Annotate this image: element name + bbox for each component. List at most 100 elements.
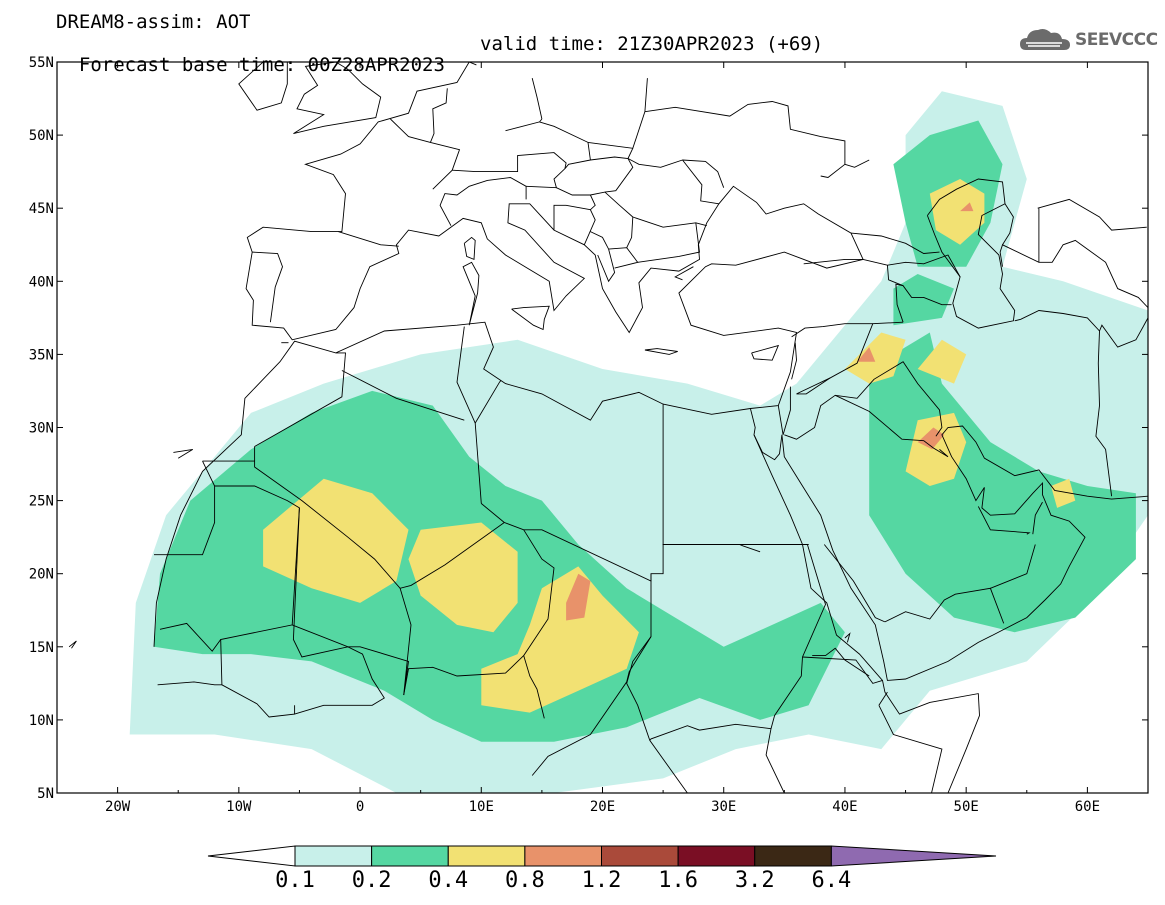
country-border: [159, 622, 222, 652]
lon-tick-label: 30E: [711, 799, 736, 815]
country-border: [338, 231, 399, 247]
base-time-label: Forecast base time: 00Z28APR2023: [78, 54, 445, 76]
country-border: [587, 78, 648, 149]
lat-tick-label: 55N: [29, 55, 54, 71]
coastline: [749, 408, 980, 793]
country-border: [844, 159, 870, 168]
country-border: [252, 251, 283, 323]
country-border: [990, 544, 1036, 589]
country-border: [878, 691, 888, 706]
country-border: [553, 204, 591, 231]
country-border: [637, 222, 700, 263]
coastline: [1002, 203, 1014, 246]
country-border: [777, 386, 791, 435]
country-border: [523, 529, 555, 719]
colorbar-level-label: 0.8: [505, 868, 545, 893]
country-border: [878, 705, 943, 793]
country-border: [999, 239, 1148, 308]
lat-tick-label: 45N: [29, 201, 54, 217]
aot-0.4-region: [408, 522, 518, 633]
country-border: [812, 647, 870, 677]
country-border: [1032, 501, 1043, 535]
country-border: [390, 118, 461, 190]
country-border: [531, 77, 543, 120]
colorbar-segment: [524, 845, 602, 867]
logo-text: SEEVCCC: [1075, 30, 1158, 50]
country-border: [796, 377, 831, 395]
aot-0.8-region: [960, 202, 974, 212]
country-border: [627, 158, 719, 205]
seevccc-logo: SEEVCCC: [1018, 24, 1158, 56]
country-border: [796, 321, 904, 395]
country-border: [662, 404, 809, 545]
colorbar: [207, 845, 997, 867]
colorbar-segment: [371, 845, 449, 867]
colorbar-level-label: 1.2: [581, 868, 622, 893]
coastline: [781, 425, 1148, 681]
lon-tick-label: 10W: [226, 799, 252, 815]
coastline: [173, 448, 194, 459]
country-borders: [68, 62, 1148, 793]
country-border: [649, 723, 772, 741]
country-border: [886, 265, 904, 287]
country-border: [739, 544, 761, 553]
lon-tick-label: 0: [356, 799, 364, 815]
country-border: [341, 370, 465, 421]
coastline: [844, 632, 851, 643]
country-border: [784, 361, 943, 440]
coastline: [68, 640, 77, 649]
colorbar-segment: [447, 845, 526, 867]
aot-0.2-region: [893, 274, 954, 326]
lat-tick-label: 5N: [37, 786, 54, 802]
cloud-logo-icon: [1020, 29, 1070, 50]
valid-time-label: valid time: 21Z30APR2023 (+69): [480, 33, 824, 55]
country-border: [403, 655, 525, 696]
country-border: [531, 636, 652, 776]
colorbar-level-label: 0.2: [351, 868, 392, 893]
colorbar-segment: [677, 845, 756, 867]
lat-tick-label: 15N: [29, 640, 54, 656]
country-border: [632, 216, 707, 228]
country-border: [608, 247, 639, 269]
country-border: [456, 326, 482, 504]
lat-tick-label: 30N: [29, 421, 54, 437]
country-border: [977, 506, 1031, 535]
lat-tick-label: 20N: [29, 567, 54, 583]
country-border: [292, 507, 385, 715]
colorbar-level-label: 0.4: [428, 868, 469, 893]
colorbar-segment: [601, 845, 679, 867]
country-border: [439, 177, 527, 226]
axis-ticks: 20W 10W 0 10E 20E 30E 40E 50E 60E 5N 10N 15N 20N 25N 3…: [29, 55, 1149, 815]
country-border: [202, 460, 809, 589]
coastline: [751, 344, 780, 361]
coastline: [293, 62, 382, 135]
aot-field-layers: [129, 91, 1148, 793]
lat-tick-label: 40N: [29, 274, 54, 290]
country-border: [590, 231, 616, 283]
colorbar-over-arrow: [830, 845, 997, 867]
country-border: [644, 101, 846, 178]
aot-0.8-region: [857, 347, 876, 362]
country-border: [791, 323, 873, 338]
lat-tick-label: 35N: [29, 347, 54, 363]
country-border: [835, 394, 949, 458]
country-border: [1099, 317, 1148, 348]
colorbar-level-label: 3.2: [734, 868, 775, 893]
colorbar-under-arrow: [207, 845, 296, 867]
country-border: [590, 191, 634, 248]
country-border: [481, 503, 505, 523]
country-border: [765, 544, 826, 793]
country-border: [802, 656, 883, 684]
coastline: [462, 261, 480, 326]
country-border: [254, 352, 346, 447]
country-border: [564, 156, 634, 193]
country-border: [823, 544, 886, 623]
lon-tick-label: 50E: [954, 799, 979, 815]
lon-tick-label: 20W: [105, 799, 131, 815]
coastline: [644, 348, 678, 355]
country-border: [505, 118, 543, 132]
country-border: [682, 159, 725, 188]
country-border: [850, 232, 940, 254]
colorbar-level-label: 6.4: [811, 868, 852, 893]
